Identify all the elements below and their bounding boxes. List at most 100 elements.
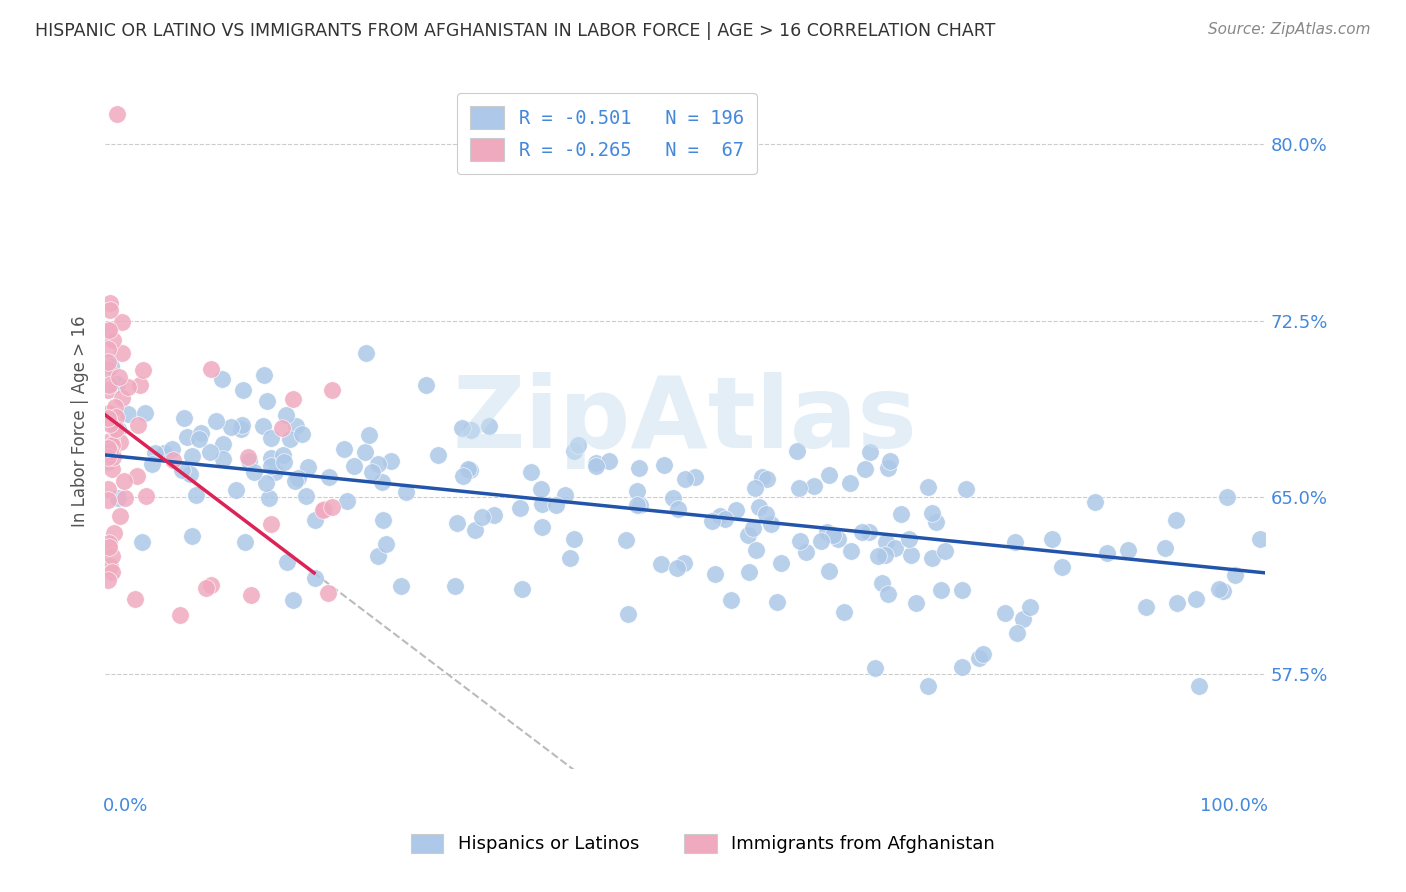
Point (96, 492, 118, 507)
Point (96, 383, 118, 397)
Point (276, 555, 298, 569)
Point (190, 425, 212, 440)
Point (259, 491, 281, 505)
Point (232, 383, 254, 397)
Point (1184, 592, 1206, 607)
Point (628, 499, 651, 513)
Point (451, 468, 474, 483)
Point (104, 422, 127, 436)
Point (823, 528, 845, 542)
Point (626, 498, 648, 512)
Point (751, 470, 773, 484)
Point (107, 422, 129, 436)
Point (512, 582, 534, 596)
Point (200, 362, 222, 376)
Point (530, 497, 553, 511)
Point (724, 503, 747, 517)
Point (98, 541, 121, 555)
Point (897, 533, 920, 547)
Point (1040, 532, 1063, 546)
Point (204, 414, 226, 428)
Point (598, 454, 620, 468)
Point (104, 422, 127, 436)
Point (274, 409, 297, 423)
Point (554, 488, 576, 502)
Point (98, 406, 121, 420)
Point (560, 550, 582, 565)
Point (100, 359, 122, 373)
Point (271, 449, 294, 463)
Point (186, 488, 208, 502)
Point (530, 520, 553, 534)
Point (1050, 560, 1073, 574)
Point (98, 444, 121, 458)
Point (530, 482, 553, 496)
Point (709, 508, 731, 523)
Point (181, 529, 204, 543)
Point (343, 459, 366, 474)
Point (259, 431, 281, 445)
Point (179, 467, 201, 481)
Point (238, 454, 260, 468)
Point (101, 438, 124, 452)
Point (519, 465, 541, 479)
Point (796, 544, 818, 558)
Point (952, 660, 974, 674)
Point (720, 593, 742, 607)
Point (96, 361, 118, 376)
Point (181, 450, 204, 464)
Point (1166, 596, 1188, 610)
Point (236, 450, 259, 465)
Text: HISPANIC OR LATINO VS IMMIGRANTS FROM AFGHANISTAN IN LABOR FORCE | AGE > 16 CORR: HISPANIC OR LATINO VS IMMIGRANTS FROM AF… (35, 22, 995, 40)
Point (858, 525, 880, 540)
Point (98, 558, 121, 573)
Point (285, 418, 308, 433)
Point (98, 417, 121, 432)
Point (233, 535, 256, 549)
Point (546, 498, 568, 512)
Point (972, 647, 994, 661)
Point (683, 470, 706, 484)
Point (789, 533, 811, 548)
Point (817, 467, 839, 482)
Point (703, 566, 725, 581)
Point (1083, 495, 1105, 509)
Point (283, 392, 305, 406)
Point (1208, 582, 1230, 596)
Point (96, 441, 118, 455)
Point (354, 445, 377, 459)
Point (260, 451, 283, 466)
Point (108, 370, 131, 384)
Point (169, 608, 191, 623)
Point (458, 463, 481, 477)
Point (259, 458, 281, 473)
Point (1135, 599, 1157, 614)
Point (755, 473, 778, 487)
Point (101, 549, 124, 564)
Point (111, 345, 134, 359)
Point (672, 556, 695, 570)
Point (415, 377, 437, 392)
Point (755, 507, 778, 521)
Point (316, 586, 339, 600)
Point (211, 451, 233, 466)
Point (97, 573, 120, 587)
Point (1223, 568, 1246, 582)
Point (311, 503, 333, 517)
Point (101, 445, 124, 459)
Point (471, 510, 494, 524)
Point (112, 474, 135, 488)
Point (787, 481, 810, 495)
Point (160, 442, 183, 456)
Point (917, 679, 939, 693)
Point (616, 607, 638, 621)
Point (1095, 546, 1118, 560)
Point (827, 532, 849, 546)
Text: ZipAtlas: ZipAtlas (453, 372, 918, 469)
Text: 100.0%: 100.0% (1199, 797, 1268, 815)
Point (152, 446, 174, 460)
Point (273, 455, 295, 469)
Point (1212, 584, 1234, 599)
Point (111, 391, 134, 405)
Point (124, 591, 146, 606)
